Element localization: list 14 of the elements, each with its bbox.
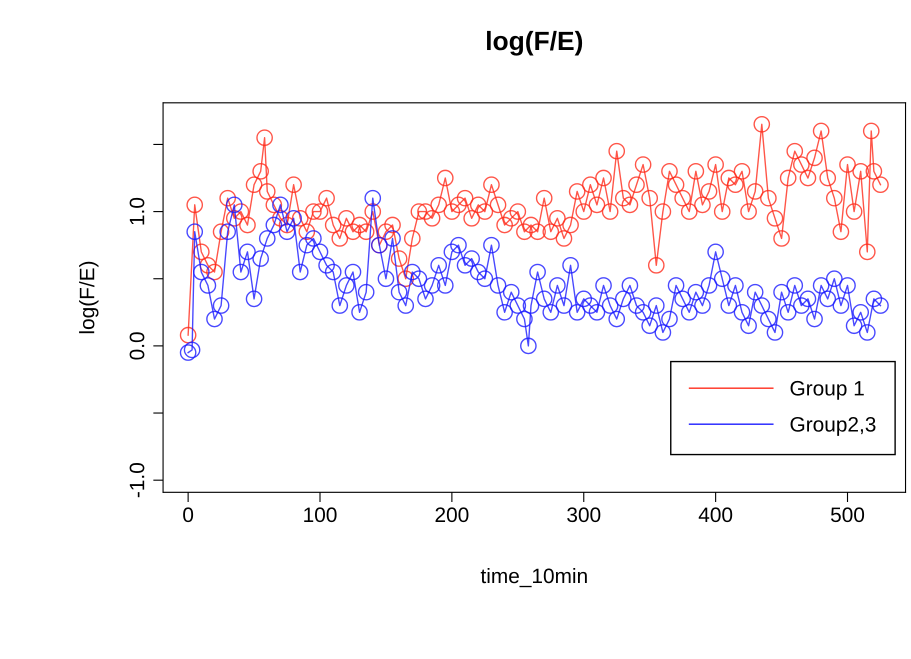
x-tick-label: 100 bbox=[304, 507, 337, 522]
x-tick-label: 0 bbox=[183, 507, 194, 522]
x-tick-label: 500 bbox=[830, 507, 864, 522]
y-tick-label: -1.0 bbox=[130, 463, 144, 498]
x-tick-label: 300 bbox=[567, 507, 600, 522]
y-tick-label: 1.0 bbox=[130, 198, 144, 224]
legend-label: Group2,3 bbox=[790, 416, 876, 436]
y-axis-title: log(F/E) bbox=[79, 262, 99, 334]
y-tick-label: 0.0 bbox=[130, 332, 144, 360]
x-tick-label: 200 bbox=[436, 507, 468, 522]
x-axis-title: time_10min bbox=[480, 568, 587, 588]
chart-title: log(F/E) bbox=[487, 30, 582, 56]
x-tick-label: 400 bbox=[698, 507, 732, 522]
legend-label: Group 1 bbox=[790, 380, 864, 400]
